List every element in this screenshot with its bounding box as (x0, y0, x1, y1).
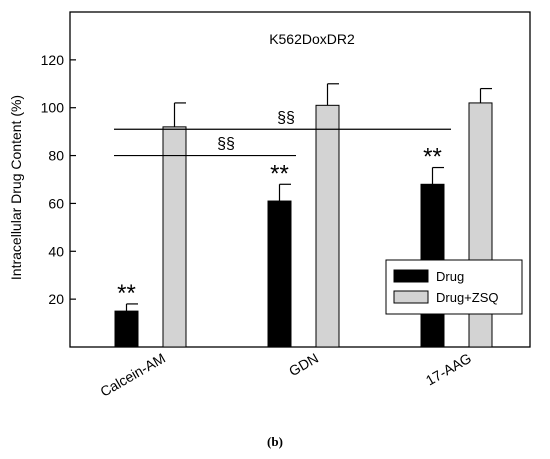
bar (114, 310, 139, 348)
bracket-label: §§ (277, 109, 295, 126)
bar (267, 200, 292, 348)
x-tick-label: Calcein-AM (97, 350, 168, 400)
significance-label: ** (117, 280, 136, 307)
significance-label: ** (270, 160, 289, 187)
legend-swatch (393, 269, 429, 283)
bar (315, 104, 340, 348)
chart-title: K562DoxDR2 (269, 31, 355, 47)
bar-chart: 20 40 60 80 100 120 Intracellular Drug Content… (8, 11, 531, 400)
plot-area: 20 40 60 80 100 120 Intracellular Drug Content… (8, 11, 531, 400)
legend-label: Drug+ZSQ (436, 290, 499, 305)
x-tick-label: 17-AAG (423, 350, 474, 389)
y-axis-label: Intracellular Drug Content (%) (8, 95, 24, 280)
bar (162, 126, 187, 348)
x-tick-label: GDN (286, 350, 321, 379)
legend-label: Drug (436, 269, 464, 284)
legend-swatch (393, 290, 429, 304)
y-tick-label: 120 (41, 52, 65, 68)
y-tick-label: 60 (48, 195, 64, 211)
legend-box (385, 259, 523, 315)
y-tick-label: 20 (48, 291, 64, 307)
bracket-label: §§ (217, 136, 235, 153)
y-tick-label: 80 (48, 148, 64, 164)
significance-label: ** (423, 144, 442, 171)
panel-label: (b) (267, 434, 283, 449)
plot-frame (69, 11, 531, 348)
y-tick-label: 40 (48, 243, 64, 259)
y-tick-label: 100 (41, 100, 65, 116)
